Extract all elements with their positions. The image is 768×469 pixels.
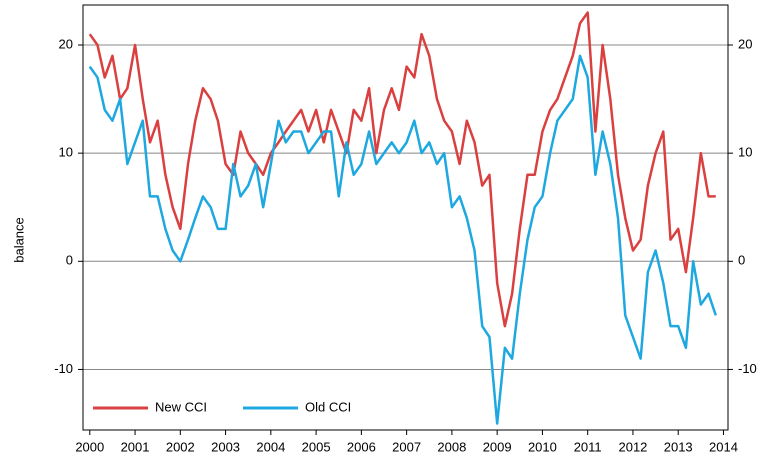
x-tick-label: 2006 bbox=[347, 439, 376, 454]
plot-frame bbox=[82, 4, 729, 431]
line-series bbox=[88, 54, 717, 425]
y2-tick-label: 10 bbox=[738, 145, 752, 160]
x-tick-label: 2001 bbox=[121, 439, 150, 454]
x-tick-label: 2010 bbox=[528, 439, 557, 454]
legend-label: New CCI bbox=[155, 399, 207, 414]
x-tick-label: 2012 bbox=[618, 439, 647, 454]
y-axis-label: balance bbox=[11, 217, 26, 263]
legend-label: Old CCI bbox=[305, 399, 351, 414]
x-tick-label: 2002 bbox=[166, 439, 195, 454]
x-tick-label: 2011 bbox=[574, 439, 602, 454]
x-tick-label: 2014 bbox=[709, 439, 738, 454]
x-tick-label: 2009 bbox=[483, 439, 512, 454]
y2-tick-label: -10 bbox=[738, 361, 757, 376]
x-tick-label: 2000 bbox=[75, 439, 104, 454]
y-tick-label: 0 bbox=[66, 253, 73, 268]
y-tick-label: 10 bbox=[59, 145, 73, 160]
x-tick-label: 2005 bbox=[302, 439, 331, 454]
x-tick-label: 2003 bbox=[211, 439, 240, 454]
x-tick-label: 2008 bbox=[437, 439, 466, 454]
x-tick-label: 2004 bbox=[256, 439, 285, 454]
line-series bbox=[88, 11, 716, 328]
y2-tick-label: 0 bbox=[738, 253, 745, 268]
x-tick-label: 2013 bbox=[664, 439, 693, 454]
y-tick-label: -10 bbox=[54, 361, 73, 376]
x-tick-label: 2007 bbox=[392, 439, 421, 454]
y-tick-label: 20 bbox=[59, 36, 73, 51]
y2-tick-label: 20 bbox=[738, 36, 752, 51]
